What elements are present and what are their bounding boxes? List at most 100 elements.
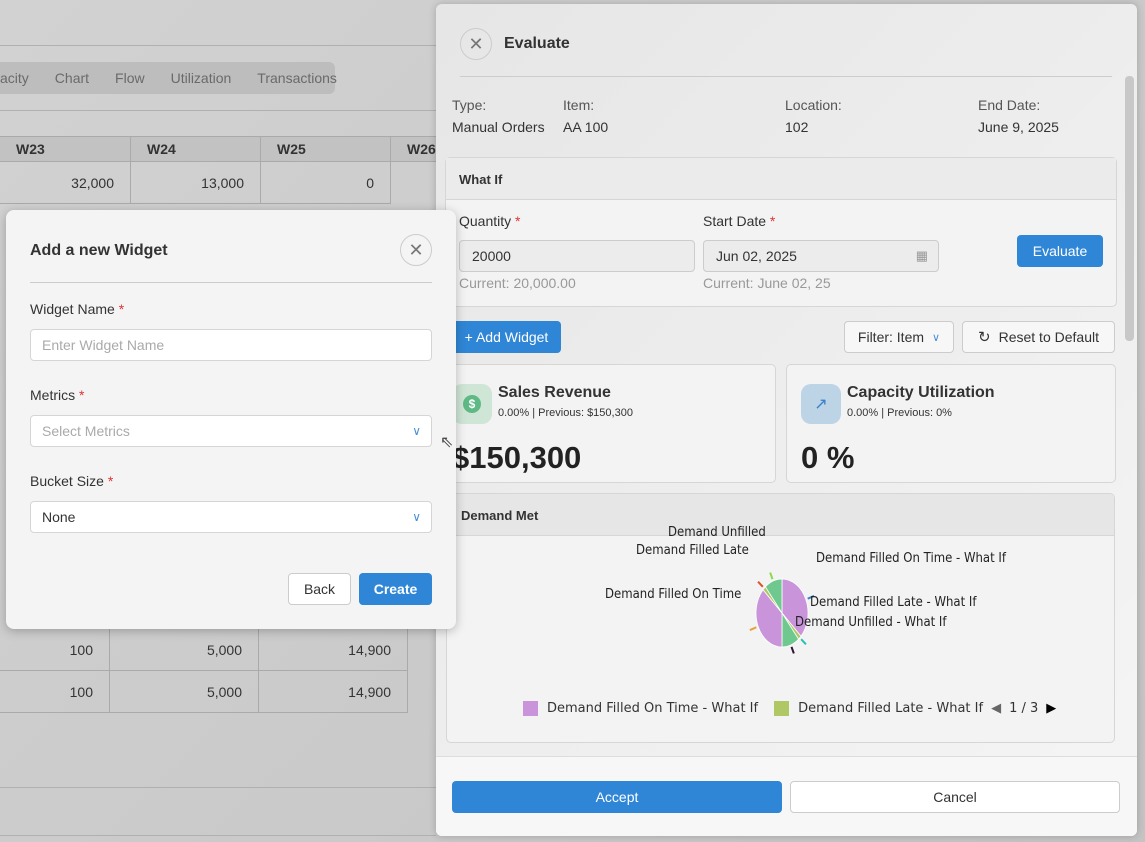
pie-leader-line bbox=[769, 572, 774, 580]
pie-slice[interactable] bbox=[781, 578, 809, 637]
refresh-icon: ↻ bbox=[978, 329, 991, 346]
chevron-down-icon: ∨ bbox=[932, 331, 941, 344]
divider bbox=[0, 110, 436, 111]
pie-slice[interactable] bbox=[764, 578, 783, 615]
evaluate-panel: ✕ Evaluate Type: Manual Orders Item: AA 10… bbox=[436, 4, 1137, 836]
pie-label: Demand Filled Late bbox=[636, 543, 749, 558]
column-header: W25 bbox=[261, 136, 391, 162]
pie-label: Demand Filled Late - What If bbox=[810, 595, 977, 610]
divider bbox=[460, 76, 1112, 77]
grid-cell: 100 bbox=[0, 629, 110, 671]
evaluate-button[interactable]: Evaluate bbox=[1017, 235, 1103, 267]
tab-transactions[interactable]: Transactions bbox=[257, 70, 337, 86]
start-date-current: Current: June 02, 25 bbox=[703, 275, 831, 291]
bucket-size-select[interactable]: None ∨ bbox=[30, 501, 432, 533]
cancel-button[interactable]: Cancel bbox=[790, 781, 1120, 813]
calendar-icon[interactable]: ▦ bbox=[915, 248, 928, 263]
tab-capacity[interactable]: acity bbox=[0, 70, 29, 86]
grid-cell: 100 bbox=[0, 671, 110, 713]
info-type: Type: Manual Orders bbox=[452, 97, 545, 135]
grid-cell: 13,000 bbox=[131, 162, 261, 204]
metrics-label: Metrics * bbox=[30, 387, 85, 403]
data-row: 100 5,000 14,900 bbox=[0, 671, 436, 713]
add-widget-modal: Add a new Widget ✕ Widget Name * Enter W… bbox=[6, 210, 456, 629]
modal-close-button[interactable]: ✕ bbox=[400, 234, 432, 266]
back-button[interactable]: Back bbox=[288, 573, 351, 605]
section-title: What If bbox=[446, 158, 1116, 200]
create-button[interactable]: Create bbox=[359, 573, 432, 605]
widget-name-label: Widget Name * bbox=[30, 301, 125, 317]
mouse-cursor-icon: ⇖ bbox=[440, 434, 454, 451]
grid-cell: 14,900 bbox=[259, 671, 408, 713]
divider bbox=[0, 835, 436, 836]
pie-label: Demand Filled On Time bbox=[605, 587, 742, 602]
grid-cell: 32,000 bbox=[0, 162, 131, 204]
start-date-label: Start Date * bbox=[703, 213, 776, 229]
grid-cell: 5,000 bbox=[110, 671, 259, 713]
pie-slice[interactable] bbox=[755, 589, 783, 648]
kpi-card-sales-revenue: $ Sales Revenue 0.00% | Previous: $150,3… bbox=[446, 364, 776, 483]
legend-swatch bbox=[774, 701, 790, 716]
pie-leader-line bbox=[757, 580, 764, 588]
pie-label: Demand Unfilled - What If bbox=[795, 615, 947, 630]
widget-name-input[interactable]: Enter Widget Name bbox=[30, 329, 432, 361]
info-end-date: End Date: June 9, 2025 bbox=[978, 97, 1059, 135]
grid-cell: 0 bbox=[261, 162, 391, 204]
divider bbox=[0, 787, 436, 788]
close-button[interactable]: ✕ bbox=[460, 28, 492, 60]
modal-title: Add a new Widget bbox=[30, 242, 168, 259]
accept-button[interactable]: Accept bbox=[452, 781, 782, 813]
legend-item[interactable]: Demand Filled On Time - What If bbox=[547, 701, 759, 716]
column-header: W24 bbox=[131, 136, 261, 162]
quantity-label: Quantity * bbox=[459, 213, 521, 229]
grid-cell: 14,900 bbox=[259, 629, 408, 671]
chevron-down-icon: ∨ bbox=[412, 510, 421, 524]
card-value: 0 % bbox=[801, 440, 855, 475]
quantity-input[interactable]: 20000 bbox=[459, 240, 695, 272]
reset-button[interactable]: ↻ Reset to Default bbox=[962, 321, 1115, 353]
legend-prev-icon[interactable]: ◀ bbox=[991, 701, 1002, 716]
dollar-icon: $ bbox=[452, 384, 492, 424]
bucket-size-label: Bucket Size * bbox=[30, 473, 114, 489]
pie-leader-line bbox=[749, 626, 757, 631]
panel-title: Evaluate bbox=[504, 35, 570, 52]
card-subtitle: 0.00% | Previous: 0% bbox=[847, 407, 952, 419]
info-item: Item: AA 100 bbox=[563, 97, 609, 135]
tab-chart[interactable]: Chart bbox=[54, 70, 90, 86]
tab-utilization[interactable]: Utilization bbox=[170, 70, 232, 86]
quantity-current: Current: 20,000.00 bbox=[459, 275, 576, 291]
scrollbar[interactable] bbox=[1125, 76, 1134, 341]
view-tabs: acity Chart Flow Utilization Transaction… bbox=[0, 62, 337, 94]
demand-met-widget: Demand Met Demand Unfilled Demand Filled… bbox=[446, 493, 1115, 743]
card-value: $150,300 bbox=[452, 440, 582, 475]
divider bbox=[30, 282, 432, 283]
chevron-down-icon: ∨ bbox=[412, 424, 421, 438]
metrics-select[interactable]: Select Metrics ∨ bbox=[30, 415, 432, 447]
close-icon: ✕ bbox=[468, 33, 484, 54]
tab-flow[interactable]: Flow bbox=[115, 70, 145, 86]
card-subtitle: 0.00% | Previous: $150,300 bbox=[498, 407, 633, 419]
legend-next-icon[interactable]: ▶ bbox=[1046, 701, 1057, 716]
add-widget-button[interactable]: + Add Widget bbox=[452, 321, 561, 353]
close-icon: ✕ bbox=[408, 239, 424, 260]
pie-leader-line bbox=[800, 638, 807, 646]
legend-page: 1 / 3 bbox=[1009, 701, 1039, 716]
pie-label: Demand Filled On Time - What If bbox=[816, 551, 1006, 566]
column-header: W23 bbox=[0, 136, 131, 162]
widget-title: Demand Met bbox=[447, 494, 1114, 536]
pie-leader-line bbox=[790, 646, 795, 654]
card-title: Capacity Utilization bbox=[847, 384, 995, 401]
what-if-section: What If Quantity * 20000 Current: 20,000… bbox=[445, 157, 1117, 307]
legend-item[interactable]: Demand Filled Late - What If bbox=[798, 701, 984, 716]
grid-cell: 5,000 bbox=[110, 629, 259, 671]
trending-up-icon: ↗ bbox=[801, 384, 841, 424]
pie-label: Demand Unfilled bbox=[668, 525, 766, 540]
legend-swatch bbox=[523, 701, 538, 716]
kpi-card-capacity-utilization: ↗ Capacity Utilization 0.00% | Previous:… bbox=[786, 364, 1116, 483]
card-title: Sales Revenue bbox=[498, 384, 611, 401]
chart-legend: Demand Filled On Time - What If Demand F… bbox=[523, 701, 1056, 716]
start-date-input[interactable]: Jun 02, 2025 ▦ bbox=[703, 240, 939, 272]
filter-dropdown[interactable]: Filter: Item ∨ bbox=[844, 321, 954, 353]
pie-chart bbox=[749, 572, 815, 654]
divider bbox=[0, 45, 436, 46]
